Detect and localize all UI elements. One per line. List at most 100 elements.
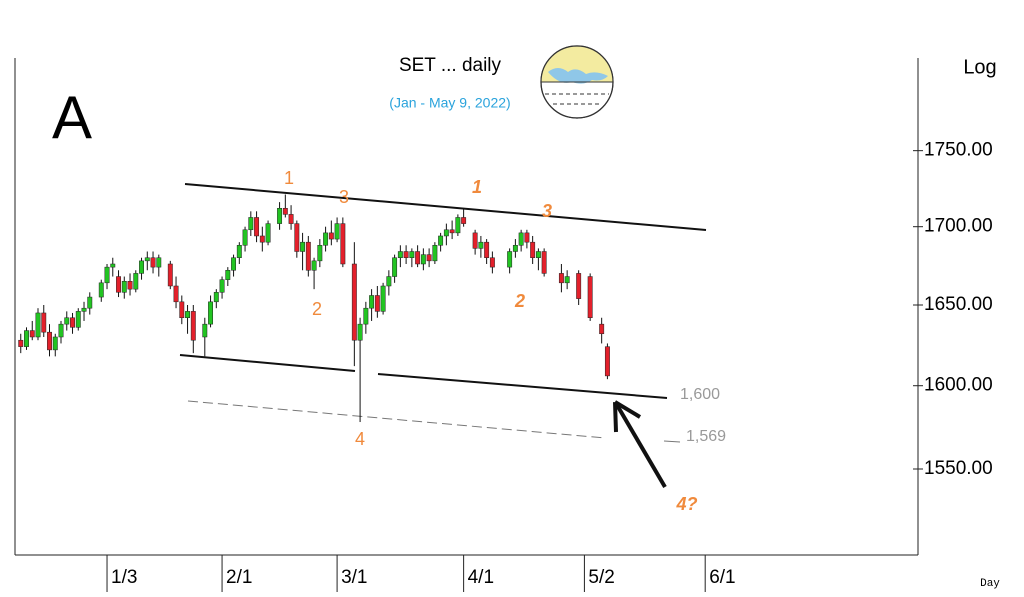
candle-body <box>185 311 190 318</box>
axes <box>14 58 919 556</box>
candle-body <box>323 232 329 246</box>
candle-body <box>334 223 340 240</box>
candle-body <box>380 285 386 312</box>
candle-body <box>328 232 334 240</box>
candle-body <box>98 282 104 298</box>
candle-body <box>173 285 179 303</box>
candle-body <box>116 276 121 293</box>
candle-body <box>415 251 421 265</box>
candle-body <box>110 263 116 268</box>
candle-body <box>311 260 317 271</box>
candle-body <box>524 232 530 243</box>
y-tick-label: 1700.00 <box>924 216 993 237</box>
candle-body <box>397 251 403 258</box>
candle-body <box>530 241 536 258</box>
candle-body <box>133 273 139 290</box>
candle-body <box>351 263 357 341</box>
wave-label: 1 <box>472 177 482 197</box>
wave-label: 3 <box>542 201 552 221</box>
candle-body <box>604 346 610 377</box>
candle-body <box>219 279 225 293</box>
candle-body <box>340 223 346 265</box>
candle-body <box>392 257 398 277</box>
candle-body <box>518 232 524 246</box>
candle-body <box>409 251 415 258</box>
candle-body <box>369 295 375 309</box>
wave-label: 4? <box>675 494 697 514</box>
x-tick-label: 4/1 <box>468 567 494 588</box>
candle-body <box>35 312 41 338</box>
x-tick-label: 5/2 <box>588 567 614 588</box>
candle-body <box>64 317 70 325</box>
wave-label: 3 <box>339 187 349 207</box>
candle-body <box>156 257 162 268</box>
candle-body <box>139 260 144 274</box>
candle-body <box>357 323 363 341</box>
panel-label: A <box>52 84 92 151</box>
x-tick-label: 3/1 <box>341 567 367 588</box>
candle-body <box>461 217 467 224</box>
level-label: 1,569 <box>686 428 726 445</box>
candle-body <box>443 229 449 237</box>
candle-body <box>121 281 127 293</box>
candle-body <box>75 311 81 328</box>
x-axis-label: Day <box>980 578 1000 590</box>
candle-body <box>386 276 392 287</box>
candle-body <box>282 207 288 215</box>
candle-body <box>213 292 219 303</box>
candle-body <box>564 276 570 284</box>
y-tick-label: 1550.00 <box>924 458 993 479</box>
candle-body <box>472 232 478 249</box>
globe-icon <box>540 45 614 119</box>
candle-body <box>420 254 426 265</box>
chart-subtitle: (Jan - May 9, 2022) <box>389 95 510 111</box>
y-tick-label: 1600.00 <box>924 375 993 396</box>
candle-body <box>294 223 300 252</box>
candle-body <box>225 270 231 280</box>
candle-body <box>104 266 110 284</box>
candle-body <box>190 311 196 341</box>
candle-body <box>438 235 444 246</box>
candle-body <box>29 330 35 338</box>
candle-body <box>242 229 248 246</box>
level-label: 1,600 <box>680 386 720 403</box>
candle-body <box>300 241 306 252</box>
candle-body <box>70 317 75 328</box>
candle-body <box>507 251 513 268</box>
x-tick-label: 2/1 <box>226 567 252 588</box>
scale-label: Log <box>963 56 996 78</box>
y-tick-label: 1650.00 <box>924 294 993 315</box>
candle-body <box>489 257 495 268</box>
candle-body <box>455 217 461 234</box>
candle-body <box>305 241 311 271</box>
candle-body <box>248 217 254 231</box>
candle-body <box>484 241 490 258</box>
candle-body <box>599 323 605 335</box>
candle-body <box>288 214 294 224</box>
candle-body <box>403 251 409 258</box>
candle-body <box>236 245 242 258</box>
candle-body <box>449 229 455 234</box>
candle-body <box>41 312 47 333</box>
candle-body <box>208 301 214 325</box>
wave-label: 1 <box>284 168 294 188</box>
trendlines <box>179 183 707 489</box>
wave-label: 4 <box>355 429 365 449</box>
candle-body <box>150 257 156 268</box>
candle-body <box>24 330 29 347</box>
candle-body <box>202 323 208 338</box>
candle-body <box>144 257 150 262</box>
candle-body <box>432 245 438 262</box>
candle-body <box>587 276 593 318</box>
candle-body <box>426 254 432 262</box>
candle-body <box>81 307 87 312</box>
chart-title: SET ... daily <box>399 55 502 76</box>
candle-body <box>52 336 58 351</box>
candle-body <box>558 273 564 284</box>
wave-label: 2 <box>312 299 322 319</box>
candle-body <box>265 223 271 243</box>
candle-body <box>317 245 323 262</box>
candle-body <box>47 331 52 351</box>
candle-body <box>58 323 64 338</box>
